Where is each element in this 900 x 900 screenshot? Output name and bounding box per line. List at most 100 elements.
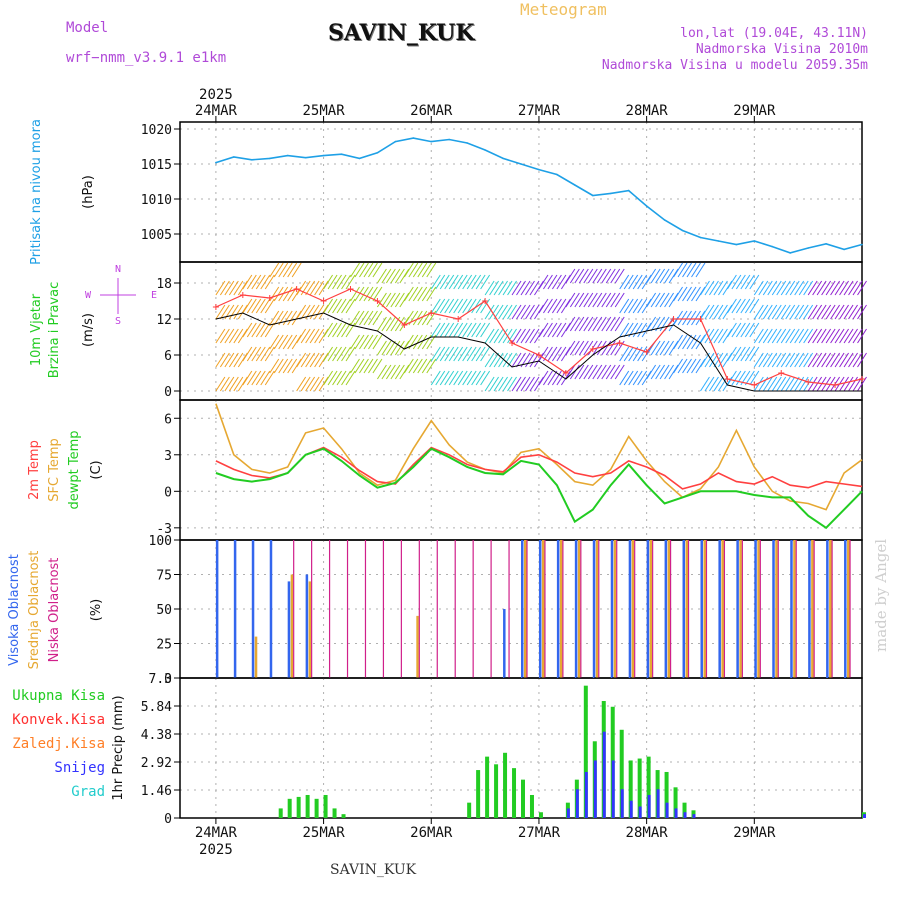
wind-barb [264, 370, 275, 386]
mid-cloud-bar [308, 581, 312, 678]
total-precip-bar [673, 787, 678, 818]
mid-cloud-bar [290, 574, 294, 678]
wind-barb [471, 274, 482, 290]
wind-barb [767, 280, 778, 296]
wind-barb [323, 322, 333, 338]
wind-barb [255, 370, 266, 386]
wind-barb [318, 280, 329, 296]
wind-barb [843, 280, 854, 296]
wind-barb [296, 352, 307, 368]
wind-barb [767, 376, 778, 392]
wind-barb [251, 322, 262, 338]
wind-barb [664, 268, 674, 284]
wind-barb [309, 280, 320, 296]
pressure-point [304, 156, 307, 159]
wind-barb [291, 358, 302, 374]
wind-barb [399, 268, 410, 284]
wind-barb [219, 280, 230, 296]
wind-barb [767, 304, 778, 320]
wind-barb [753, 352, 764, 368]
wind-barb [480, 370, 491, 386]
wind-barb [632, 346, 643, 362]
wind-barb [547, 346, 558, 362]
wind-barb [448, 370, 459, 386]
wind-barb [457, 274, 468, 290]
wind-barb [664, 364, 674, 380]
total-precip-bar [287, 798, 292, 818]
precip-legend-item: Zaledj.Kisa [12, 736, 105, 752]
wind-barb [453, 322, 464, 338]
wind-barb [762, 376, 773, 392]
wind-barb [762, 352, 773, 368]
high-cloud-bar [556, 540, 560, 678]
pressure-point [430, 140, 433, 143]
wind-barb [417, 286, 428, 302]
x-top-date-label: 28MAR [626, 103, 669, 119]
wind-barb [605, 340, 616, 356]
wind-barb [744, 274, 755, 290]
high-cloud-bar [628, 540, 632, 678]
wind-barb [583, 364, 594, 380]
wind-barb [237, 328, 248, 344]
credit-watermark: made by Angel [872, 538, 890, 652]
pressure-point [825, 243, 827, 245]
wind-barb [359, 286, 369, 302]
wind-barb [305, 280, 316, 296]
wind-barb [417, 262, 428, 278]
wind-barb [278, 358, 289, 374]
wind-barb [803, 328, 814, 344]
wind-barb [574, 364, 585, 380]
wind-barb [300, 376, 311, 392]
wind-barb [735, 322, 746, 338]
wind-barb [435, 370, 446, 386]
wind-barb [377, 292, 387, 308]
wind-barb [493, 352, 504, 368]
wind-barb [731, 322, 742, 338]
wind-speed-marker [832, 382, 839, 388]
y-tick-label: 7.3 [149, 672, 172, 687]
wind-barb [798, 304, 809, 320]
low-cloud-axis-title: Niska Oblacnost [47, 558, 62, 663]
wind-barb [776, 328, 787, 344]
wind-barb [538, 370, 549, 386]
wind-barb [682, 262, 692, 278]
wind-barb [650, 340, 661, 356]
wind-barb [444, 298, 455, 314]
wind-speed-marker [293, 286, 300, 292]
wind-barb [385, 316, 396, 332]
high-cloud-bar [682, 540, 686, 678]
wind-barb [726, 274, 737, 290]
wind-barb [332, 322, 342, 338]
wind-barb [498, 376, 508, 392]
y-tick-label: 50 [156, 603, 172, 618]
wind-barb [758, 280, 769, 296]
wind-barb [668, 292, 679, 308]
wind-barb [489, 304, 500, 320]
wind-barb [709, 280, 719, 296]
y-tick-label: 0 [164, 672, 172, 687]
wind-barb [583, 316, 594, 332]
wind-barb [821, 328, 832, 344]
wind-barb [444, 322, 455, 338]
snow-bar [647, 794, 651, 818]
wind-barb [758, 352, 769, 368]
wind-barb [726, 298, 737, 314]
wind-barb [587, 292, 598, 308]
wind-barb [641, 274, 652, 290]
wind-barb [731, 274, 742, 290]
wind-barb [439, 298, 450, 314]
wind-barb [709, 304, 719, 320]
wind-barb [785, 304, 796, 320]
wind-barb [798, 328, 809, 344]
wind-barb [735, 298, 746, 314]
wind-barb [233, 304, 244, 320]
pressure-point [466, 142, 468, 144]
wind-barb [354, 358, 365, 374]
wind-barb [713, 280, 724, 296]
wind-barb [421, 286, 432, 302]
panel-frame [179, 261, 863, 401]
wind-barb [233, 376, 244, 392]
wind-barb [807, 352, 818, 368]
wind-barb [233, 328, 244, 344]
wind-barb [471, 298, 482, 314]
